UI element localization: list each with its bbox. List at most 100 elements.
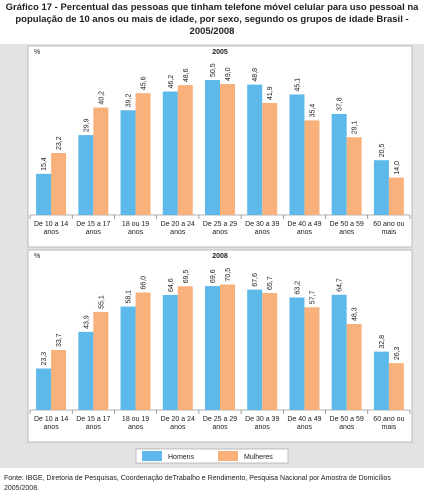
value-label: 20,5 [379, 143, 386, 157]
x-tick-label: De 40 a 49 anos [287, 221, 322, 236]
value-label: 39,2 [126, 94, 133, 108]
bar [247, 84, 263, 215]
bar [120, 110, 136, 215]
value-label: 67,6 [252, 273, 259, 287]
bar [51, 349, 67, 410]
value-label: 41,9 [267, 86, 274, 100]
value-label: 29,9 [83, 118, 90, 132]
legend-label: Homens [168, 454, 195, 461]
bar [373, 160, 389, 215]
bar [220, 84, 235, 215]
value-label: 64,7 [337, 278, 344, 292]
value-label: 48,8 [252, 68, 259, 82]
value-label: 40,2 [98, 91, 105, 105]
bar [289, 94, 305, 215]
value-label: 48,6 [183, 68, 190, 82]
bar [177, 286, 193, 410]
value-label: 50,5 [210, 63, 217, 77]
bar [304, 307, 320, 410]
bar [262, 103, 278, 215]
x-tick-label: De 15 a 17 anos [76, 221, 111, 236]
value-label: 64,6 [168, 278, 175, 292]
y-axis-label: % [34, 49, 40, 56]
x-tick-label: 18 ou 19 anos [121, 416, 150, 431]
value-label: 69,5 [183, 270, 190, 284]
legend-swatch [142, 451, 162, 461]
bar [93, 107, 109, 215]
value-label: 15,4 [41, 157, 48, 171]
x-tick-label: De 10 a 14 anos [33, 221, 69, 236]
x-tick-label: 60 ano ou mais [373, 416, 405, 431]
bar [331, 113, 347, 215]
value-label: 29,1 [352, 121, 359, 135]
bar [304, 120, 320, 215]
bar [289, 297, 305, 410]
bar [346, 137, 362, 215]
value-label: 45,6 [141, 76, 148, 90]
value-label: 70,5 [225, 268, 232, 282]
bar [93, 311, 109, 410]
value-label: 65,7 [267, 276, 274, 290]
value-label: 33,7 [56, 333, 63, 347]
x-tick-label: 18 ou 19 anos [121, 221, 150, 236]
x-tick-label: De 10 a 14 anos [33, 416, 69, 431]
chart-subtitle: 2005 [212, 49, 228, 56]
bar [135, 93, 151, 215]
x-tick-label: De 15 a 17 anos [76, 416, 111, 431]
bar [247, 289, 263, 410]
value-label: 63,2 [294, 281, 301, 295]
value-label: 57,7 [309, 291, 316, 305]
title: Gráfico 17 - Percentual das pessoas que … [5, 2, 419, 37]
bar [205, 80, 220, 215]
value-label: 45,1 [294, 78, 301, 92]
x-tick-label: 60 ano ou mais [373, 221, 405, 236]
y-axis-label: % [34, 253, 40, 260]
bar [78, 331, 94, 410]
bar [388, 363, 404, 410]
value-label: 43,9 [83, 315, 90, 329]
x-tick-label: De 30 a 39 anos [245, 221, 280, 236]
bar [120, 306, 136, 410]
value-label: 14,0 [394, 161, 401, 175]
value-label: 49,0 [225, 67, 232, 81]
bar [135, 292, 151, 410]
x-tick-label: De 50 a 59 anos [329, 221, 364, 236]
legend-box [135, 448, 289, 464]
bar [51, 153, 67, 215]
value-label: 23,3 [41, 352, 48, 366]
value-label: 26,3 [394, 346, 401, 360]
x-tick-label: De 50 a 59 anos [329, 416, 364, 431]
x-tick-label: De 20 a 24 anos [160, 221, 195, 236]
chart-subtitle: 2008 [212, 253, 228, 260]
legend-label: Mulheres [244, 454, 273, 461]
bar [346, 324, 362, 410]
x-tick-label: De 20 a 24 anos [160, 416, 195, 431]
bar [36, 173, 52, 215]
value-label: 55,1 [98, 295, 105, 309]
x-tick-label: De 40 a 49 anos [287, 416, 322, 431]
value-label: 69,6 [210, 269, 217, 283]
x-tick-label: De 25 a 29 anos [202, 416, 238, 431]
value-label: 48,3 [352, 307, 359, 321]
x-tick-label: De 25 a 29 anos [202, 221, 238, 236]
bar [36, 368, 52, 410]
bar [162, 91, 178, 215]
bar [373, 351, 389, 410]
legend-swatch [218, 451, 238, 461]
bar [78, 135, 94, 215]
source: Fonte: IBGE, Diretoria de Pesquisas, Coo… [4, 475, 391, 492]
value-label: 66,0 [141, 276, 148, 290]
bar [177, 85, 193, 215]
bar [388, 177, 404, 215]
value-label: 46,2 [168, 75, 175, 89]
value-label: 37,8 [337, 97, 344, 111]
bar [331, 294, 347, 410]
bar [220, 284, 235, 410]
value-label: 58,1 [126, 290, 133, 304]
bar [262, 293, 278, 410]
x-tick-label: De 30 a 39 anos [245, 416, 280, 431]
bar [162, 294, 178, 410]
value-label: 32,8 [379, 335, 386, 349]
